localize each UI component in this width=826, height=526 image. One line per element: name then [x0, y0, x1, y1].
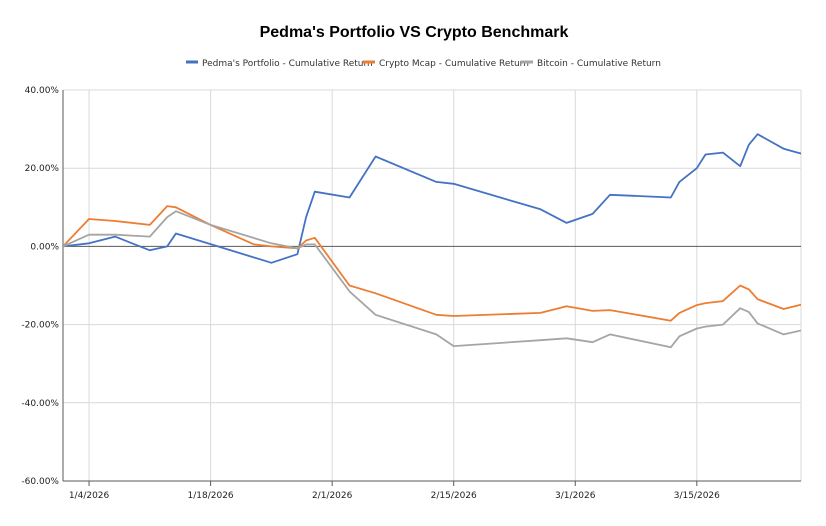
series-line-crypto-mcap: [63, 205, 801, 322]
chart-title: Pedma's Portfolio VS Crypto Benchmark: [260, 24, 569, 41]
series-line-bitcoin: [63, 210, 801, 349]
legend-item-crypto-mcap: Crypto Mcap - Cumulative Return: [363, 59, 529, 69]
gridlines: [63, 89, 801, 482]
x-tick-label: 3/15/2026: [674, 491, 720, 501]
series-lines: [63, 133, 801, 349]
y-tick-label: -20.00%: [21, 321, 59, 331]
y-tick-label: -40.00%: [21, 399, 59, 409]
x-tick-label: 2/1/2026: [312, 491, 353, 501]
axes: [62, 90, 802, 486]
x-tick-label: 3/1/2026: [555, 491, 596, 501]
legend: Pedma's Portfolio - Cumulative Return Cr…: [186, 59, 661, 69]
y-tick-label: 40.00%: [25, 86, 60, 96]
legend-item-bitcoin: Bitcoin - Cumulative Return: [521, 59, 661, 69]
series-line-portfolio: [63, 133, 801, 264]
x-tick-label: 1/4/2026: [69, 491, 110, 501]
y-tick-label: 20.00%: [25, 164, 60, 174]
legend-label-portfolio: Pedma's Portfolio - Cumulative Return: [202, 59, 373, 69]
tick-labels: 40.00% 20.00% 0.00% -20.00% -40.00% -60.00% 1/…: [21, 86, 720, 501]
x-tick-label: 1/18/2026: [188, 491, 234, 501]
legend-label-crypto-mcap: Crypto Mcap - Cumulative Return: [379, 59, 529, 69]
y-tick-label: 0.00%: [30, 242, 59, 252]
legend-item-portfolio: Pedma's Portfolio - Cumulative Return: [186, 59, 373, 69]
legend-label-bitcoin: Bitcoin - Cumulative Return: [537, 59, 661, 69]
y-tick-label: -60.00%: [21, 477, 59, 487]
x-tick-label: 2/15/2026: [431, 491, 477, 501]
